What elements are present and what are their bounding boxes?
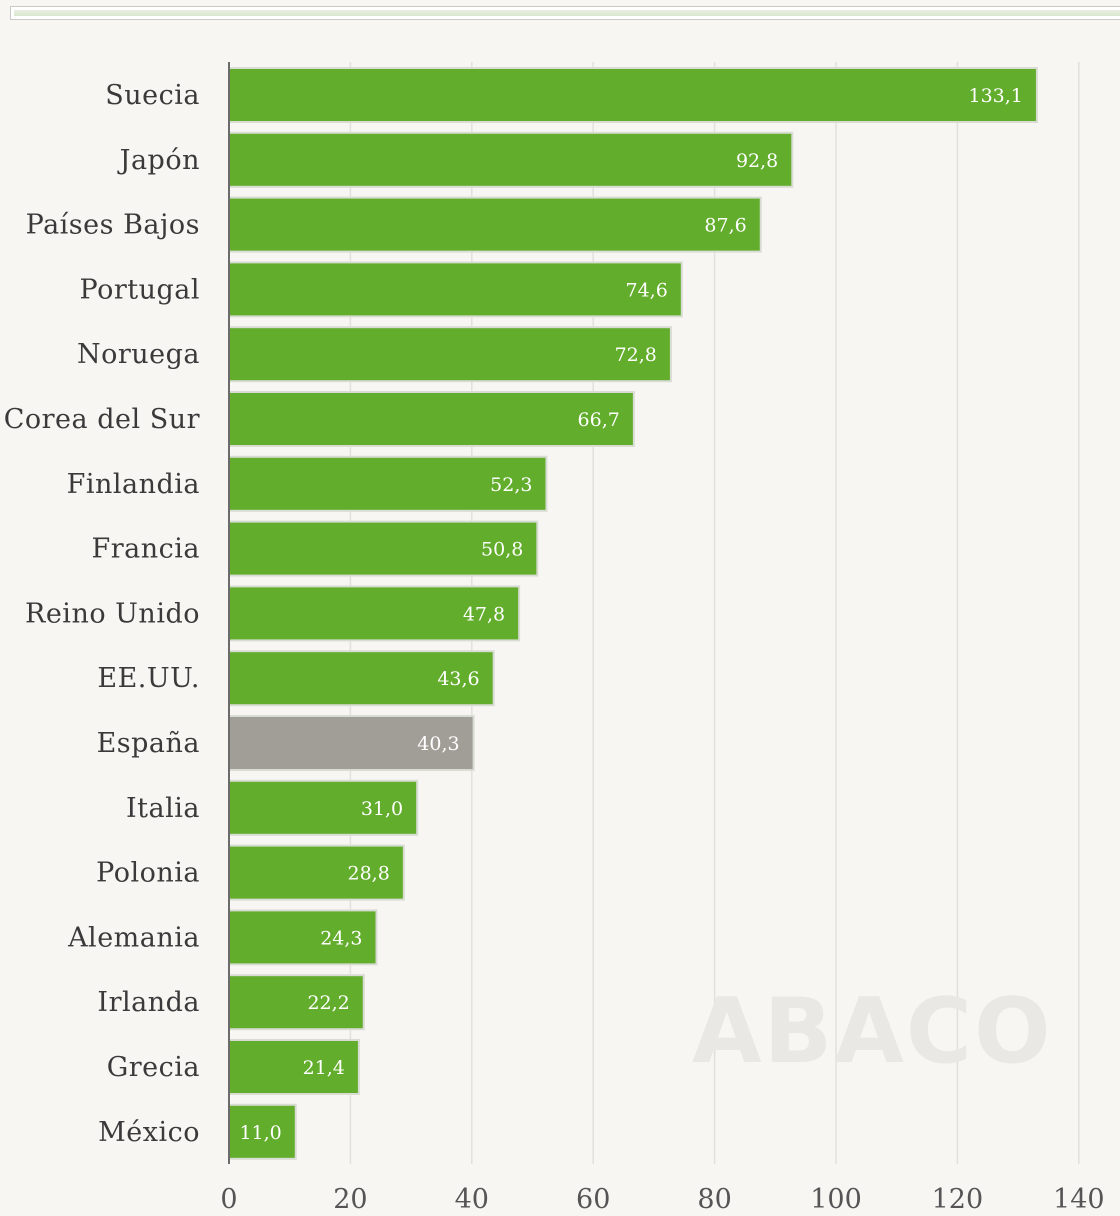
category-label: Francia xyxy=(92,534,200,565)
bar-value-label: 92,8 xyxy=(736,150,778,172)
bar-value-label: 21,4 xyxy=(303,1057,345,1079)
bar-suecia xyxy=(228,67,1038,123)
bar-value-label: 43,6 xyxy=(437,668,479,690)
x-tick-label: 20 xyxy=(333,1184,367,1215)
category-label: Reino Unido xyxy=(25,598,200,629)
bar-francia xyxy=(228,520,539,577)
top-frame-bar xyxy=(10,6,1120,20)
category-label: Finlandia xyxy=(67,469,200,500)
watermark-logo: ABACO xyxy=(692,979,1052,1084)
category-label: EE.UU. xyxy=(97,663,200,694)
bar-value-label: 40,3 xyxy=(417,733,459,755)
category-label: Alemania xyxy=(67,922,200,953)
category-label: Italia xyxy=(126,793,200,824)
bar-value-label: 50,8 xyxy=(481,539,523,561)
x-tick-label: 120 xyxy=(932,1184,984,1215)
bar-value-label: 24,3 xyxy=(320,927,362,949)
bar-value-label: 72,8 xyxy=(615,344,657,366)
bar-value-label: 22,2 xyxy=(307,992,349,1014)
bar-value-label: 66,7 xyxy=(578,409,620,431)
x-tick-label: 140 xyxy=(1053,1184,1105,1215)
bar-finlandia xyxy=(228,455,548,512)
bar-corea-del-sur xyxy=(228,391,635,447)
bar-value-label: 133,1 xyxy=(969,85,1023,107)
x-tick-label: 60 xyxy=(576,1184,610,1215)
category-label: Japón xyxy=(117,145,200,176)
category-label: Polonia xyxy=(96,858,200,889)
bar-portugal xyxy=(228,261,683,318)
category-label: Noruega xyxy=(77,339,200,370)
bar-ee-uu- xyxy=(228,650,495,707)
bar-alemania xyxy=(228,909,378,966)
top-frame-bar-fill xyxy=(14,10,1120,16)
category-label: Portugal xyxy=(80,274,201,305)
bar-value-label: 47,8 xyxy=(463,603,505,625)
bar-noruega xyxy=(228,326,672,383)
bar-méxico xyxy=(228,1103,297,1160)
x-tick-label: 80 xyxy=(697,1184,731,1215)
bar-value-label: 31,0 xyxy=(361,798,403,820)
x-tick-label: 100 xyxy=(810,1184,862,1215)
category-label: España xyxy=(97,728,200,759)
bar-value-label: 11,0 xyxy=(239,1122,281,1144)
x-tick-label: 0 xyxy=(220,1184,237,1215)
bar-polonia xyxy=(228,844,405,901)
category-label: México xyxy=(98,1117,200,1148)
bars: 133,1 92,8 87,6 74,6 72,8 66,7 52,3 50,8 47,8 43,… xyxy=(228,67,1038,1160)
x-tick-label: 40 xyxy=(455,1184,489,1215)
category-label: Países Bajos xyxy=(26,210,200,241)
bar-países-bajos xyxy=(228,196,762,253)
category-label: Suecia xyxy=(105,80,200,111)
bar-value-label: 52,3 xyxy=(490,474,532,496)
bar-reino-unido xyxy=(228,585,521,642)
bar-italia xyxy=(228,779,419,836)
bar-value-label: 87,6 xyxy=(704,215,746,237)
x-axis-ticks: 0 20 40 60 80 100 120 140 xyxy=(220,1184,1104,1215)
bar-japón xyxy=(228,131,794,188)
category-labels: Suecia Japón Países Bajos Portugal Noruega Co… xyxy=(4,80,200,1148)
bar-irlanda xyxy=(228,974,365,1031)
category-label: Corea del Sur xyxy=(4,404,200,435)
category-label: Irlanda xyxy=(97,987,200,1018)
category-label: Grecia xyxy=(107,1052,200,1083)
bar-value-label: 74,6 xyxy=(626,279,668,301)
bar-value-label: 28,8 xyxy=(348,863,390,885)
bar-españa xyxy=(228,715,475,771)
